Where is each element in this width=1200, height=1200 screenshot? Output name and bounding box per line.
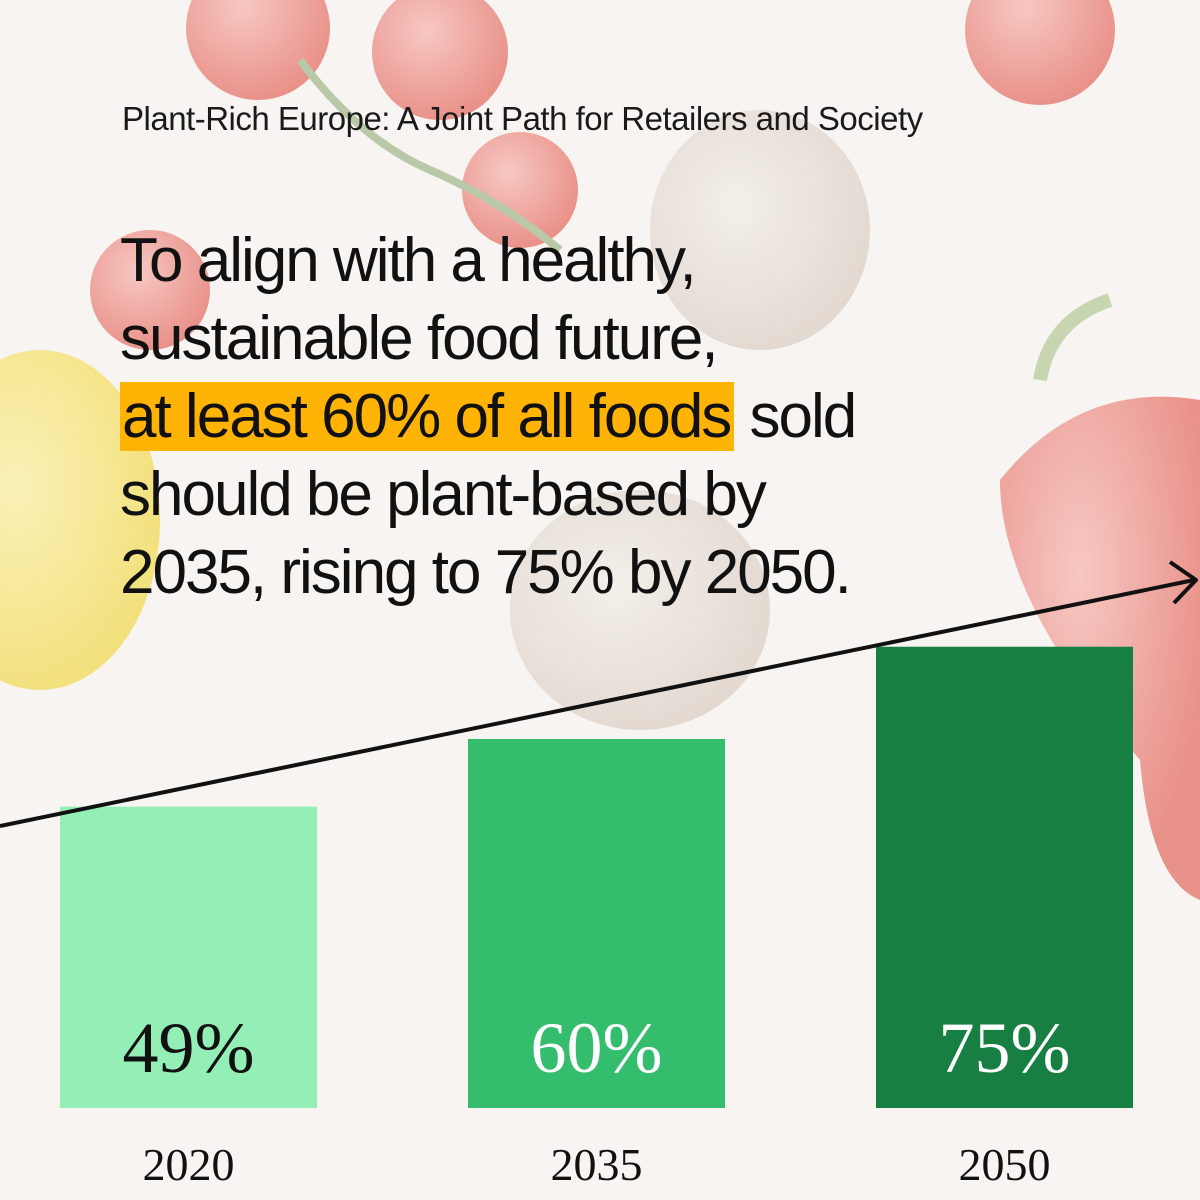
headline-line-2: sustainable food future, bbox=[120, 304, 719, 373]
lemon-decoration bbox=[0, 350, 160, 690]
headline-highlight: at least 60% of all foods bbox=[120, 382, 735, 451]
bar-2035 bbox=[468, 739, 725, 1108]
headline: To align with a healthy, sustainable foo… bbox=[120, 222, 1120, 612]
trend-arrow bbox=[0, 560, 1198, 828]
headline-line-1: To align with a healthy, bbox=[120, 226, 697, 295]
garlic-decoration bbox=[510, 110, 870, 730]
bar-2050 bbox=[876, 646, 1133, 1108]
x-tick-label-2050: 2050 bbox=[959, 1139, 1051, 1190]
headline-line-4: should be plant-based by bbox=[120, 460, 767, 529]
bar-value-label-2035: 60% bbox=[531, 1008, 663, 1088]
headline-line-5: 2035, rising to 75% by 2050. bbox=[120, 538, 852, 607]
tomato-vine-decoration bbox=[90, 0, 1115, 350]
bar-2020 bbox=[60, 806, 317, 1108]
x-tick-label-2035: 2035 bbox=[551, 1139, 643, 1190]
headline-line-3-rest: sold bbox=[734, 382, 858, 451]
bar-value-label-2050: 75% bbox=[939, 1008, 1071, 1088]
page-subtitle: Plant-Rich Europe: A Joint Path for Reta… bbox=[122, 100, 923, 137]
x-tick-label-2020: 2020 bbox=[143, 1139, 235, 1190]
bar-value-label-2020: 49% bbox=[123, 1008, 255, 1088]
